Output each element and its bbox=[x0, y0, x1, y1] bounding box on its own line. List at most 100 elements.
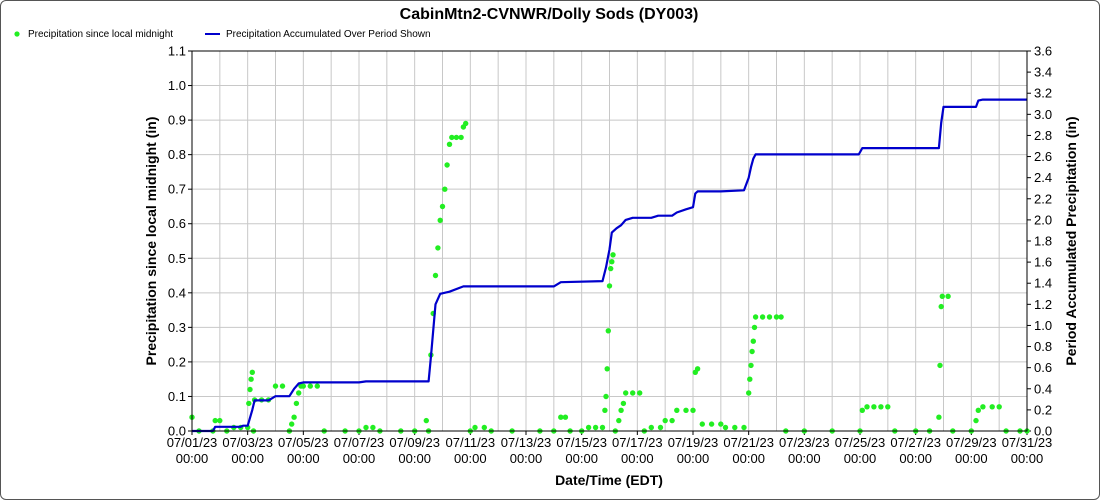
x-tick-label-date: 07/23/23 bbox=[779, 435, 830, 450]
precip-point bbox=[936, 414, 942, 420]
precip-point bbox=[272, 383, 279, 389]
x-tick-label-date: 07/09/23 bbox=[389, 435, 440, 450]
y2-axis-title: Period Accumulated Precipitation (in) bbox=[1063, 116, 1079, 365]
x-tick-label-time: 00:00 bbox=[176, 451, 209, 466]
y2-tick-label: 2.4 bbox=[1034, 170, 1052, 185]
chart-title: CabinMtn2-CVNWR/Dolly Sods (DY003) bbox=[400, 6, 699, 23]
precip-point bbox=[472, 424, 478, 431]
precip-point bbox=[608, 265, 614, 272]
precip-point bbox=[752, 314, 759, 320]
precip-point bbox=[246, 400, 252, 407]
precip-point bbox=[618, 407, 624, 413]
x-tick-label-time: 00:00 bbox=[844, 451, 877, 466]
y-tick-label: 1.1 bbox=[168, 44, 186, 59]
y-tick-label: 0.4 bbox=[168, 285, 186, 300]
precip-point bbox=[606, 283, 613, 289]
precip-point bbox=[609, 259, 615, 265]
y-tick-label: 0.7 bbox=[168, 182, 186, 197]
accumulated-precip-line bbox=[192, 98, 1027, 433]
precip-point bbox=[291, 414, 297, 420]
precip-point bbox=[980, 404, 986, 410]
y-tick-label: 0.1 bbox=[168, 389, 186, 404]
precip-point bbox=[616, 417, 622, 424]
y-tick-label: 0.6 bbox=[168, 216, 186, 231]
x-tick-label-time: 00:00 bbox=[510, 451, 543, 466]
x-tick-label-date: 07/21/23 bbox=[723, 435, 774, 450]
precip-point bbox=[864, 404, 870, 410]
precip-point bbox=[300, 383, 306, 389]
y-tick-label: 0.8 bbox=[168, 147, 186, 162]
x-tick-label-date: 07/25/23 bbox=[835, 435, 886, 450]
precip-point bbox=[458, 134, 464, 141]
precip-point bbox=[945, 293, 951, 299]
precip-point bbox=[248, 376, 254, 382]
precip-point bbox=[938, 303, 944, 310]
y2-tick-label: 1.8 bbox=[1034, 234, 1052, 249]
y-axis-ticks: 0.0 0.1 0.2 0.3 0.4 0.5 0.6 0.7 0.8 0.9 1.0 1.1 bbox=[168, 44, 192, 439]
precip-point bbox=[247, 386, 253, 393]
x-tick-label-time: 00:00 bbox=[565, 451, 598, 466]
precip-point bbox=[296, 390, 302, 396]
y2-tick-label: 2.8 bbox=[1034, 128, 1052, 143]
precip-point bbox=[749, 348, 755, 355]
x-tick-label-date: 07/19/23 bbox=[668, 435, 719, 450]
y2-tick-label: 1.4 bbox=[1034, 276, 1052, 291]
precip-point bbox=[996, 404, 1002, 410]
x-axis-title: Date/Time (EDT) bbox=[555, 472, 663, 488]
x-tick-label-date: 07/29/23 bbox=[946, 435, 997, 450]
precip-point bbox=[722, 424, 729, 431]
accumulated-precip-line-group bbox=[192, 98, 1027, 433]
legend: Precipitation since local midnight Preci… bbox=[14, 29, 431, 40]
precip-point bbox=[599, 424, 606, 431]
legend-label-daily: Precipitation since local midnight bbox=[28, 29, 173, 40]
precip-point bbox=[249, 369, 255, 375]
x-tick-label-date: 07/01/23 bbox=[167, 435, 218, 450]
precip-point bbox=[939, 293, 945, 299]
precip-point bbox=[603, 393, 609, 400]
precip-point bbox=[481, 424, 487, 431]
precip-point bbox=[746, 390, 752, 396]
precip-point bbox=[558, 414, 564, 420]
precip-point bbox=[878, 404, 884, 410]
legend-label-accumulated: Precipitation Accumulated Over Period Sh… bbox=[226, 29, 431, 40]
precip-point bbox=[604, 366, 610, 372]
y2-tick-label: 1.6 bbox=[1034, 255, 1052, 270]
precip-point bbox=[871, 404, 877, 410]
precip-point bbox=[859, 407, 865, 413]
precip-point bbox=[444, 162, 450, 168]
grid bbox=[192, 51, 1027, 431]
precip-point bbox=[442, 186, 448, 192]
precip-point bbox=[648, 424, 654, 431]
precip-point bbox=[437, 217, 443, 223]
precip-point bbox=[766, 314, 773, 320]
y-tick-label: 0.0 bbox=[168, 424, 186, 439]
precip-point bbox=[453, 134, 460, 141]
x-tick-label-date: 07/17/23 bbox=[612, 435, 663, 450]
x-tick-label-time: 00:00 bbox=[343, 451, 376, 466]
precip-point bbox=[370, 424, 376, 431]
precip-point bbox=[885, 404, 891, 410]
x-tick-label-time: 00:00 bbox=[454, 451, 487, 466]
x-tick-label-time: 00:00 bbox=[398, 451, 431, 466]
x-tick-label-date: 07/13/23 bbox=[501, 435, 552, 450]
precip-point bbox=[610, 252, 616, 258]
precip-point bbox=[562, 414, 569, 420]
y2-tick-label: 3.2 bbox=[1034, 86, 1052, 101]
precip-point bbox=[212, 417, 218, 424]
y2-tick-label: 2.6 bbox=[1034, 149, 1052, 164]
precip-point bbox=[637, 390, 643, 396]
precip-point bbox=[937, 362, 943, 369]
x-tick-label-date: 07/31/23 bbox=[1002, 435, 1053, 450]
precip-point bbox=[699, 421, 705, 427]
precip-point bbox=[759, 314, 766, 320]
y2-tick-label: 0.0 bbox=[1034, 424, 1052, 439]
y2-tick-label: 3.0 bbox=[1034, 107, 1052, 122]
x-tick-label-date: 07/27/23 bbox=[890, 435, 941, 450]
y2-tick-label: 1.0 bbox=[1034, 318, 1052, 333]
precip-point bbox=[630, 390, 636, 396]
precip-point bbox=[718, 421, 724, 427]
y-axis-title: Precipitation since local midnight (in) bbox=[143, 117, 159, 366]
precip-point bbox=[989, 404, 995, 410]
precip-point bbox=[432, 272, 439, 279]
x-tick-label-time: 00:00 bbox=[231, 451, 264, 466]
